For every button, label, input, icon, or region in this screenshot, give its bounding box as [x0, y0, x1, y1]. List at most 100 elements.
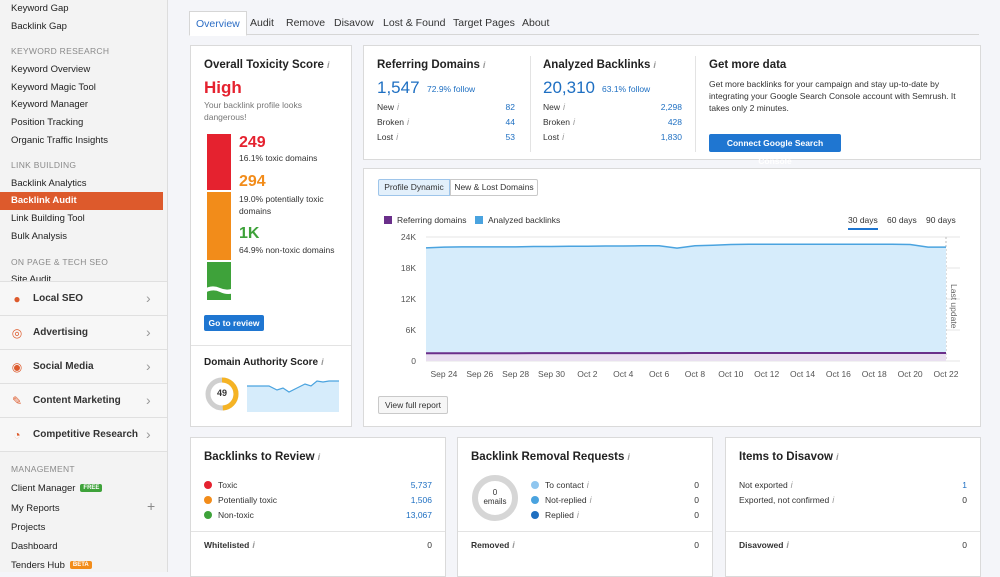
sidebar-section-competitive-research[interactable]: ◔ Competitive Research › [0, 417, 168, 451]
profile-dynamic-card: Profile Dynamic New & Lost Domains Refer… [363, 168, 981, 427]
not-exported-value[interactable]: 1 [926, 480, 967, 490]
profile-dynamic-tab[interactable]: Profile Dynamic [378, 179, 450, 196]
info-icon[interactable]: i [321, 357, 324, 367]
toxic-percent: 16.1% toxic domains [239, 153, 317, 163]
to-contact-dot-icon [531, 481, 539, 489]
x-tick-label: Oct 2 [577, 369, 598, 379]
legend-analyzed-backlinks[interactable]: Analyzed backlinks [475, 215, 560, 225]
toxicity-title: Overall Toxicity Score [204, 59, 324, 71]
plus-icon[interactable]: + [147, 498, 155, 514]
tab-remove[interactable]: Remove [280, 11, 331, 35]
legend-referring-domains[interactable]: Referring domains [384, 215, 466, 225]
referring-domains-title: Referring Domains [377, 59, 480, 71]
referring-new-value[interactable]: 82 [475, 102, 515, 112]
info-icon[interactable]: i [483, 60, 486, 70]
review-potentially-toxic-value[interactable]: 1,506 [391, 495, 432, 505]
sidebar-item-backlink-analytics[interactable]: Backlink Analytics [11, 178, 87, 189]
sidebar-item-dashboard[interactable]: Dashboard [11, 541, 57, 552]
authority-title: Domain Authority Score [204, 357, 318, 368]
review-toxic-value[interactable]: 5,737 [391, 480, 432, 490]
range-90-days[interactable]: 90 days [926, 215, 956, 225]
referring-lost-value[interactable]: 53 [475, 132, 515, 142]
sidebar-section-local-seo[interactable]: ● Local SEO › [0, 281, 168, 315]
range-60-days[interactable]: 60 days [887, 215, 917, 225]
series-area [426, 353, 946, 361]
connect-gsc-button[interactable]: Connect Google Search Console [709, 134, 841, 152]
sidebar-item-keyword-magic-tool[interactable]: Keyword Magic Tool [11, 82, 96, 93]
sidebar-section-content-marketing[interactable]: ✎ Content Marketing › [0, 383, 168, 417]
referring-broken-value[interactable]: 44 [475, 117, 515, 127]
referring-domains-value[interactable]: 1,547 [377, 78, 420, 98]
sidebar-item-label: Backlink Audit [11, 195, 77, 206]
review-title: Backlinks to Review [204, 451, 315, 463]
sidebar-item-keyword-manager[interactable]: Keyword Manager [11, 99, 88, 110]
sidebar-item-my-reports[interactable]: My Reports [11, 503, 60, 514]
sidebar: Keyword Gap Backlink Gap KEYWORD RESEARC… [0, 0, 168, 572]
tab-overview[interactable]: Overview [189, 11, 247, 36]
section-label: Social Media [33, 361, 94, 372]
info-icon[interactable]: i [836, 452, 839, 462]
sidebar-item-position-tracking[interactable]: Position Tracking [11, 117, 83, 128]
sidebar-item-link-building-tool[interactable]: Link Building Tool [11, 213, 85, 224]
to-contact-value: 0 [658, 480, 699, 490]
checkbox-icon [384, 216, 392, 224]
sidebar-item-backlink-audit[interactable]: Backlink Audit [0, 192, 163, 210]
info-icon[interactable]: i [627, 452, 630, 462]
x-tick-label: Oct 6 [649, 369, 670, 379]
sidebar-item-keyword-overview[interactable]: Keyword Overview [11, 64, 90, 75]
potentially-toxic-percent: 19.0% potentially toxic domains [239, 193, 339, 217]
location-pin-icon: ● [10, 292, 24, 306]
sidebar-item-keyword-gap[interactable]: Keyword Gap [11, 3, 69, 14]
sidebar-heading-link-building: LINK BUILDING [11, 160, 76, 170]
sidebar-item-bulk-analysis[interactable]: Bulk Analysis [11, 231, 67, 242]
removed-value: 0 [658, 540, 699, 550]
range-30-days[interactable]: 30 days [848, 215, 878, 230]
tab-target-pages[interactable]: Target Pages [447, 11, 521, 35]
review-non-toxic-value[interactable]: 13,067 [391, 510, 432, 520]
analyzed-broken-value[interactable]: 428 [642, 117, 682, 127]
analyzed-backlinks-value[interactable]: 20,310 [543, 78, 595, 98]
y-tick-label: 12K [401, 294, 416, 304]
go-to-review-button[interactable]: Go to review [204, 315, 264, 331]
new-lost-domains-tab[interactable]: New & Lost Domains [450, 179, 538, 196]
divider [191, 345, 351, 346]
y-tick-label: 6K [406, 325, 417, 335]
sidebar-section-advertising[interactable]: ◎ Advertising › [0, 315, 168, 349]
tab-audit[interactable]: Audit [244, 11, 280, 35]
chevron-right-icon: › [146, 324, 151, 340]
chat-bubble-icon: ◉ [10, 360, 24, 374]
sidebar-heading-on-page: ON PAGE & TECH SEO [11, 257, 108, 267]
checkbox-icon [475, 216, 483, 224]
tab-about[interactable]: About [516, 11, 555, 35]
sidebar-section-social-media[interactable]: ◉ Social Media › [0, 349, 168, 383]
tab-disavow[interactable]: Disavow [328, 11, 380, 35]
beta-badge: BETA [70, 561, 92, 569]
view-full-report-button[interactable]: View full report [378, 396, 448, 414]
analyzed-new-value[interactable]: 2,298 [642, 102, 682, 112]
sidebar-item-projects[interactable]: Projects [11, 522, 45, 533]
tab-lost-found[interactable]: Lost & Found [377, 11, 451, 35]
info-icon[interactable]: i [318, 452, 321, 462]
potentially-toxic-dot-icon [204, 496, 212, 504]
x-tick-label: Oct 12 [754, 369, 779, 379]
pen-icon: ✎ [10, 394, 24, 408]
analyzed-lost-value[interactable]: 1,830 [642, 132, 682, 142]
x-tick-label: Oct 4 [613, 369, 634, 379]
toxic-bar [207, 134, 231, 190]
x-tick-label: Oct 10 [718, 369, 743, 379]
sidebar-item-organic-traffic-insights[interactable]: Organic Traffic Insights [11, 135, 108, 146]
info-icon[interactable]: i [327, 60, 330, 70]
sidebar-item-backlink-gap[interactable]: Backlink Gap [11, 21, 67, 32]
y-tick-label: 0 [411, 356, 416, 366]
x-tick-label: Sep 30 [538, 369, 565, 379]
info-icon[interactable]: i [653, 60, 656, 70]
